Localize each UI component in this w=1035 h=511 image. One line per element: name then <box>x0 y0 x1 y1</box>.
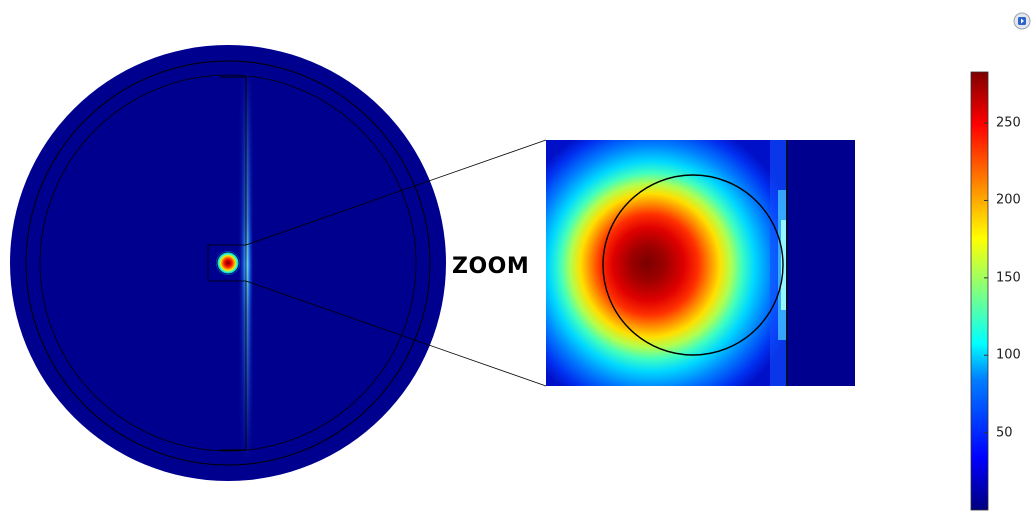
zoom-label: ZOOM <box>452 254 530 279</box>
zoom-selection-box <box>207 244 247 282</box>
zoom-core-boundary <box>602 174 784 356</box>
colorbar-tick-label: 100 <box>996 347 1021 363</box>
cross-section-disc <box>10 45 446 481</box>
colorbar-tick-label: 50 <box>996 425 1013 441</box>
colorbar-tick-label: 200 <box>996 192 1021 208</box>
colorbar-gradient <box>970 71 989 511</box>
hotspot <box>216 251 240 275</box>
play-icon[interactable] <box>1013 12 1031 30</box>
colorbar <box>970 71 989 511</box>
colorbar-tick-label: 150 <box>996 270 1021 286</box>
zoom-panel <box>546 140 855 386</box>
zoom-connectors <box>245 139 547 387</box>
colorbar-tick-label: 250 <box>996 115 1021 131</box>
core-boundary <box>39 74 417 452</box>
inner-ring-boundary <box>25 60 431 466</box>
